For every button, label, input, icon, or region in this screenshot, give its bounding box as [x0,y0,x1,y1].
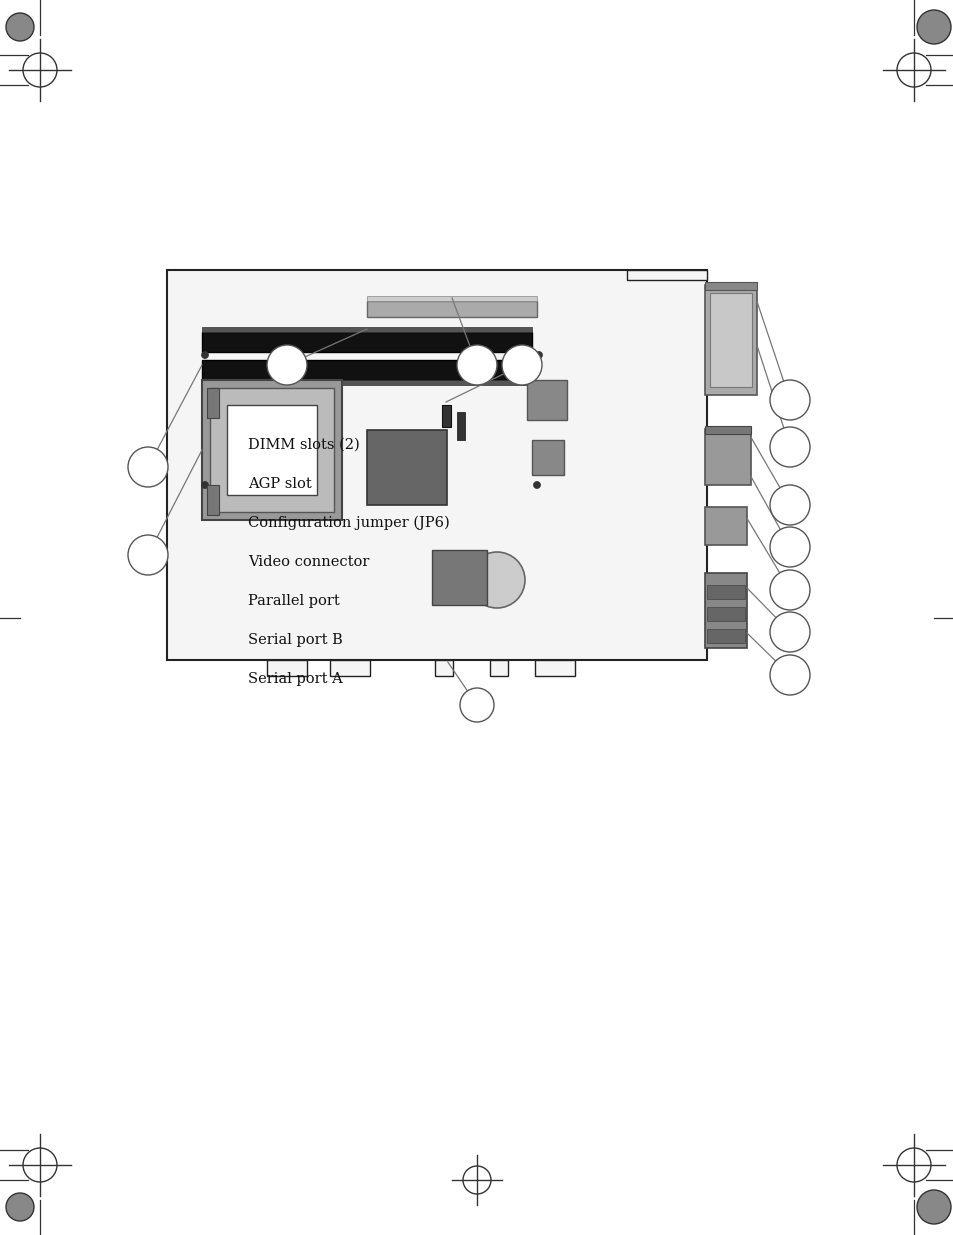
Circle shape [201,482,209,489]
Bar [704,282,757,290]
Bar [207,388,219,417]
Bar [432,550,486,605]
Bar [367,296,537,301]
Bar [490,659,507,676]
Circle shape [501,345,541,385]
Bar [704,429,750,485]
Bar [456,412,464,440]
Bar [704,573,746,648]
Circle shape [201,352,209,358]
Bar [267,659,307,676]
Bar [202,380,341,520]
Bar [227,405,316,495]
Bar [704,508,746,545]
Bar [367,430,447,505]
Bar [526,380,566,420]
Text: AGP slot: AGP slot [248,477,312,492]
Circle shape [769,571,809,610]
Bar [202,332,532,352]
Bar [704,426,750,433]
Circle shape [769,380,809,420]
Bar [626,270,706,280]
Circle shape [769,527,809,567]
Circle shape [456,345,497,385]
Text: Video connector: Video connector [248,555,369,569]
Circle shape [267,345,307,385]
Circle shape [128,447,168,487]
Bar [704,285,757,395]
Bar [167,270,706,659]
Circle shape [916,10,950,44]
Circle shape [128,535,168,576]
Circle shape [6,1193,34,1221]
Circle shape [535,352,542,358]
Bar [535,659,575,676]
Circle shape [769,613,809,652]
Text: Serial port A: Serial port A [248,672,342,685]
Bar [207,485,219,515]
Text: DIMM slots (2): DIMM slots (2) [248,438,359,452]
Bar [709,293,751,387]
Bar [330,659,370,676]
Circle shape [533,482,540,489]
Bar [202,327,532,332]
Text: Serial port B: Serial port B [248,634,342,647]
Bar [210,388,334,513]
Bar [441,405,451,427]
Circle shape [916,1191,950,1224]
Circle shape [769,655,809,695]
Bar [532,440,563,475]
Circle shape [469,552,524,608]
Circle shape [459,688,494,722]
Bar [367,301,537,317]
Bar [202,380,532,385]
Bar [706,585,744,599]
Text: Parallel port: Parallel port [248,594,339,608]
Circle shape [769,485,809,525]
Text: Configuration jumper (JP6): Configuration jumper (JP6) [248,516,449,530]
Circle shape [769,427,809,467]
Bar [706,606,744,621]
Circle shape [6,14,34,41]
Bar [706,629,744,643]
Bar [202,359,532,380]
Bar [435,659,453,676]
